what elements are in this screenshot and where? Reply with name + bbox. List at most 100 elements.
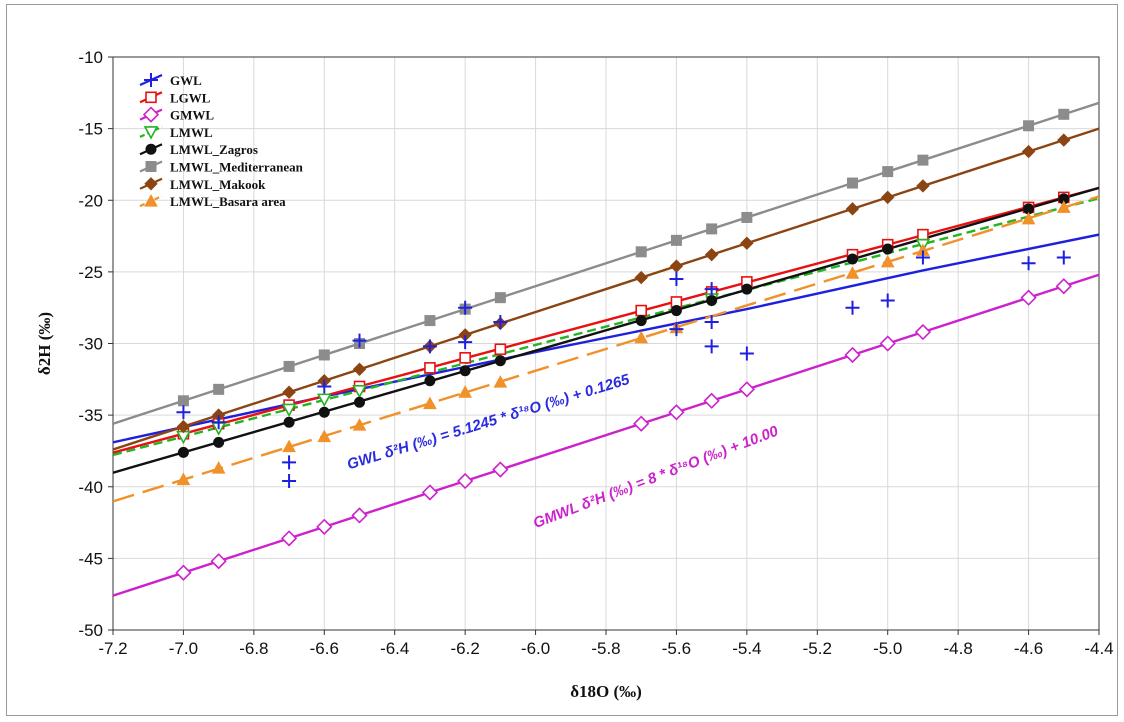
data-point-gmwl (703, 392, 720, 409)
x-tick-label: -6.6 (310, 639, 339, 658)
data-point-gmwl (175, 564, 192, 581)
data-point-gwl (282, 474, 297, 489)
data-point-lmwl-basara-area (1056, 200, 1071, 213)
data-point-gmwl (280, 530, 298, 547)
data-point-lmwl-makook (845, 202, 860, 216)
data-point-gwl (458, 300, 473, 315)
data-point-gwl (739, 346, 754, 361)
data-point-gmwl (492, 461, 509, 478)
data-point-lmwl-zagros (354, 396, 365, 408)
series-line-lgwl (113, 186, 1099, 454)
legend-label-lgwl: LGWL (170, 90, 211, 105)
grid (112, 56, 1100, 631)
data-point-gmwl (351, 507, 368, 524)
legend-label-lmwl-mediterranean: LMWL_Mediterranean (170, 160, 304, 175)
x-tick-label: -5.6 (662, 639, 691, 658)
x-tick-label: -4.4 (1084, 639, 1113, 658)
data-point-lmwl-makook (282, 385, 296, 399)
y-tick-label: -25 (78, 263, 103, 282)
data-point-lmwl-zagros (494, 355, 506, 367)
data-point-gmwl (914, 323, 932, 341)
y-tick-label: -50 (78, 621, 103, 640)
legend-marker-lgwl (145, 91, 157, 104)
legend-marker-lmwl-zagros (145, 143, 157, 155)
data-point-lmwl-zagros (283, 416, 295, 428)
data-point-lmwl-mediterranean (494, 292, 506, 304)
data-point-lmwl (316, 393, 332, 408)
data-point-lmwl-mediterranean (1058, 108, 1070, 120)
data-point-lmwl-mediterranean (177, 395, 189, 407)
data-point-lmwl-basara-area (282, 439, 296, 453)
data-point-gwl (211, 415, 226, 430)
data-point-lmwl-makook (176, 419, 191, 434)
data-point-lmwl-zagros (459, 365, 471, 377)
data-point-gwl (282, 455, 297, 470)
data-point-lmwl-basara-area (176, 472, 191, 486)
data-point-lmwl-zagros (882, 243, 894, 255)
data-point-lmwl-basara-area (211, 461, 226, 474)
data-point-lmwl-mediterranean (318, 349, 330, 361)
y-tick-label: -45 (78, 549, 103, 568)
data-point-lmwl (352, 384, 367, 399)
plot-area-border (112, 56, 1100, 631)
data-point-lmwl-zagros (847, 253, 858, 265)
legend-marker-lmwl (143, 126, 159, 140)
data-point-lmwl-makook (740, 236, 754, 250)
x-tick-label: -7.2 (98, 639, 127, 658)
legend: GWL LGWL GMWL LMWL LMWL_Zagros LMWL_Mediterra… (139, 73, 304, 209)
legend-marker-lmwl-makook (144, 177, 158, 191)
x-tick-label: -4.8 (943, 639, 972, 658)
x-tick-label: -6.0 (521, 639, 550, 658)
data-point-gwl (704, 282, 719, 297)
series-line-lmwl (113, 197, 1099, 457)
data-point-lmwl-basara-area (352, 418, 367, 431)
data-point-gwl (669, 272, 684, 287)
data-point-lmwl-mediterranean (670, 234, 682, 246)
data-point-gwl (422, 339, 437, 354)
data-point-gwl (704, 339, 719, 354)
axes (108, 56, 1100, 635)
data-point-lmwl-basara-area (880, 254, 895, 268)
y-tick-label: -35 (78, 406, 103, 425)
series-line-lmwl-mediterranean (113, 101, 1099, 425)
data-point-lmwl-makook (669, 259, 684, 273)
x-tick-label: -6.8 (239, 639, 268, 658)
x-tick-label: -6.2 (450, 639, 479, 658)
data-point-lmwl-basara-area (493, 375, 508, 388)
data-point-lmwl-mediterranean (1023, 120, 1035, 132)
data-point-lmwl-basara-area (1021, 211, 1036, 225)
data-point-gwl (352, 333, 367, 348)
series-lines (113, 101, 1099, 597)
series-line-lmwl-makook (113, 127, 1099, 451)
data-point-gwl (915, 250, 930, 265)
data-point-lmwl-makook (1021, 144, 1036, 159)
data-point-lgwl (494, 343, 507, 356)
data-point-lmwl-mediterranean (706, 223, 718, 235)
data-point-gmwl (844, 346, 861, 364)
data-point-lmwl-makook (634, 270, 648, 285)
equation-annotation-2: GMWL δ²H (‰) = 8 * δ¹⁸O (‰) + 10.00 (531, 422, 781, 532)
x-tick-label: -6.4 (380, 639, 409, 658)
data-point-lmwl-mediterranean (882, 166, 894, 178)
data-point-gwl (1056, 250, 1071, 265)
x-tick-label: -5.8 (591, 639, 620, 658)
data-point-lmwl-makook (1057, 133, 1071, 147)
series-markers (175, 108, 1072, 581)
y-axis-label: δ2H (‰) (35, 312, 54, 375)
data-point-gwl (845, 300, 860, 315)
data-point-lmwl-basara-area (845, 266, 860, 279)
data-point-lmwl-zagros (318, 406, 330, 418)
data-point-gmwl (668, 404, 685, 421)
data-point-gwl (458, 335, 473, 350)
x-tick-label: -4.6 (1014, 639, 1043, 658)
data-point-lmwl-zagros (424, 375, 436, 387)
data-point-gwl (669, 322, 684, 337)
data-point-lmwl-zagros (670, 305, 682, 317)
figure-frame (6, 4, 1118, 716)
data-point-lmwl-zagros (741, 283, 753, 295)
data-point-lmwl-mediterranean (283, 360, 295, 372)
data-point-lmwl-makook (704, 247, 719, 262)
data-point-lmwl-mediterranean (213, 383, 225, 395)
x-axis-label: δ18O (‰) (570, 682, 642, 701)
legend-marker-lmwl-mediterranean (145, 161, 157, 172)
